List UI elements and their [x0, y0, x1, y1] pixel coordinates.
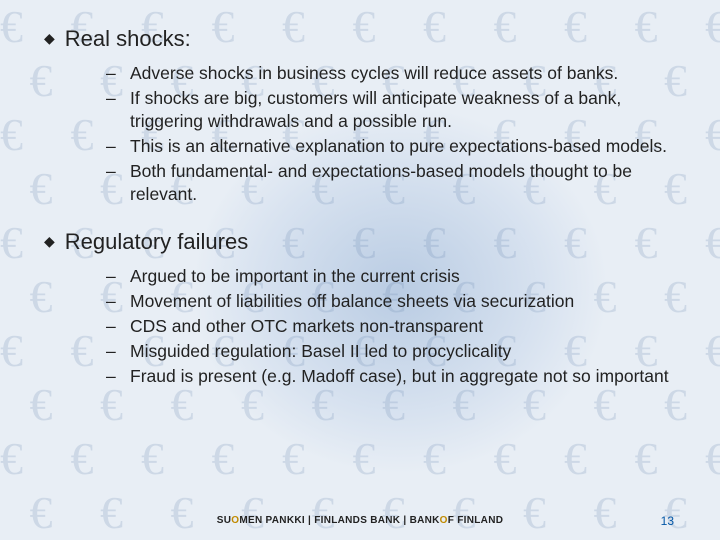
heading-text: Regulatory failures — [65, 229, 248, 255]
list-item-text: CDS and other OTC markets non-transparen… — [130, 315, 483, 338]
dash-icon: – — [106, 315, 120, 338]
list-item: –Adverse shocks in business cycles will … — [106, 62, 676, 85]
list-item: –Both fundamental- and expectations-base… — [106, 160, 676, 206]
list-item: –Fraud is present (e.g. Madoff case), bu… — [106, 365, 676, 388]
footer-bank-name: SUOMEN PANKKI | FINLANDS BANK | BANK OF … — [0, 515, 720, 526]
slide-content: ◆ Real shocks: –Adverse shocks in busine… — [0, 0, 720, 388]
dash-icon: – — [106, 135, 120, 158]
footer-accent-o: O — [440, 515, 448, 526]
heading-text: Real shocks: — [65, 26, 191, 52]
footer-text: MEN PANKKI | FINLANDS BANK | BANK — [239, 515, 439, 526]
diamond-bullet-icon: ◆ — [44, 233, 55, 250]
dash-icon: – — [106, 62, 120, 85]
page-number: 13 — [661, 514, 674, 528]
dash-icon: – — [106, 340, 120, 363]
list-item: –If shocks are big, customers will antic… — [106, 87, 676, 133]
sub-list: –Adverse shocks in business cycles will … — [106, 62, 676, 207]
list-item: –Movement of liabilities off balance she… — [106, 290, 676, 313]
dash-icon: – — [106, 290, 120, 313]
list-item: –Argued to be important in the current c… — [106, 265, 676, 288]
list-item: –CDS and other OTC markets non-transpare… — [106, 315, 676, 338]
list-item-text: Adverse shocks in business cycles will r… — [130, 62, 618, 85]
footer-accent-o: O — [231, 515, 239, 526]
list-item-text: Movement of liabilities off balance shee… — [130, 290, 574, 313]
list-item-text: If shocks are big, customers will antici… — [130, 87, 676, 133]
dash-icon: – — [106, 87, 120, 133]
diamond-bullet-icon: ◆ — [44, 30, 55, 47]
list-item-text: Misguided regulation: Basel II led to pr… — [130, 340, 511, 363]
list-item-text: Argued to be important in the current cr… — [130, 265, 460, 288]
list-item-text: Fraud is present (e.g. Madoff case), but… — [130, 365, 669, 388]
list-item-text: This is an alternative explanation to pu… — [130, 135, 667, 158]
list-item: –Misguided regulation: Basel II led to p… — [106, 340, 676, 363]
dash-icon: – — [106, 365, 120, 388]
bullet-heading: ◆ Real shocks: — [44, 26, 676, 52]
sub-list: –Argued to be important in the current c… — [106, 265, 676, 388]
footer-text: F FINLAND — [448, 515, 503, 526]
list-item-text: Both fundamental- and expectations-based… — [130, 160, 676, 206]
dash-icon: – — [106, 265, 120, 288]
list-item: –This is an alternative explanation to p… — [106, 135, 676, 158]
dash-icon: – — [106, 160, 120, 206]
footer-text: SU — [217, 515, 232, 526]
bullet-heading: ◆ Regulatory failures — [44, 229, 676, 255]
